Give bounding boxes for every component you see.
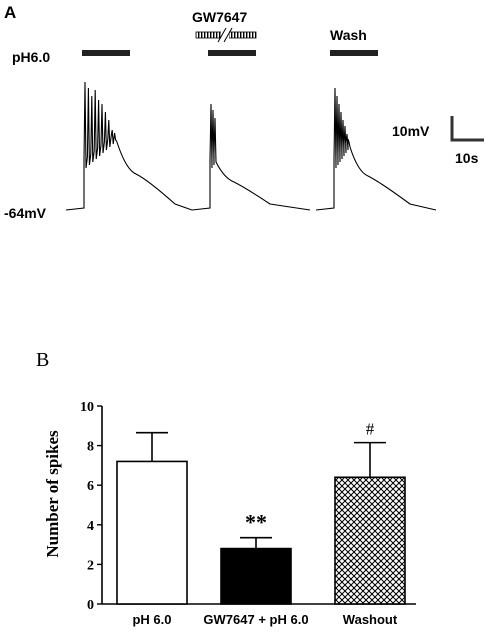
bar [220, 547, 292, 605]
voltage-trace-wash [315, 87, 437, 211]
ph-stimulus-bar-3 [330, 50, 378, 56]
ph-stimulus-bar-2 [208, 50, 256, 56]
bar [116, 460, 188, 605]
scale-bar-voltage-label: 10mV [392, 123, 430, 139]
y-tick-label: 10 [80, 400, 94, 415]
resting-potential-label: -64mV [4, 205, 47, 221]
panel-a: A pH6.0 GW7647 Wash -64mV 10mV 10s [4, 3, 484, 221]
y-tick-label: 6 [87, 479, 94, 494]
y-tick-label: 0 [87, 598, 94, 613]
y-axis-label: Number of spikes [43, 430, 62, 558]
panel-a-label: A [4, 3, 16, 22]
y-tick-label: 4 [87, 519, 94, 534]
wash-condition-label: Wash [330, 27, 367, 43]
voltage-trace-drug [191, 103, 311, 211]
y-tick-label: 8 [87, 440, 94, 455]
x-tick-label: Washout [343, 612, 398, 627]
bar [334, 476, 406, 605]
panel-b: B Number of spikes 0 2 4 6 8 10 pH 6.0 GW7647 +… [36, 349, 416, 627]
drug-condition-label: GW7647 [192, 9, 247, 25]
scale-bar-time-label: 10s [455, 150, 479, 166]
significance-annotation: # [366, 420, 375, 439]
scale-bar: 10mV 10s [392, 116, 484, 166]
panel-b-label: B [36, 349, 49, 371]
x-tick-label: pH 6.0 [132, 612, 171, 627]
significance-annotation: ** [245, 510, 267, 535]
bar-chart: 0 2 4 6 8 10 pH 6.0 GW7647 + pH 6.0 ** Washout # [80, 400, 416, 627]
x-tick-label: GW7647 + pH 6.0 [203, 612, 308, 627]
ph-stimulus-bar-1 [82, 50, 130, 56]
voltage-trace-ph [65, 81, 193, 211]
y-tick-label: 2 [87, 558, 94, 573]
ph-condition-label: pH6.0 [12, 49, 50, 65]
drug-application-bar [195, 27, 257, 43]
